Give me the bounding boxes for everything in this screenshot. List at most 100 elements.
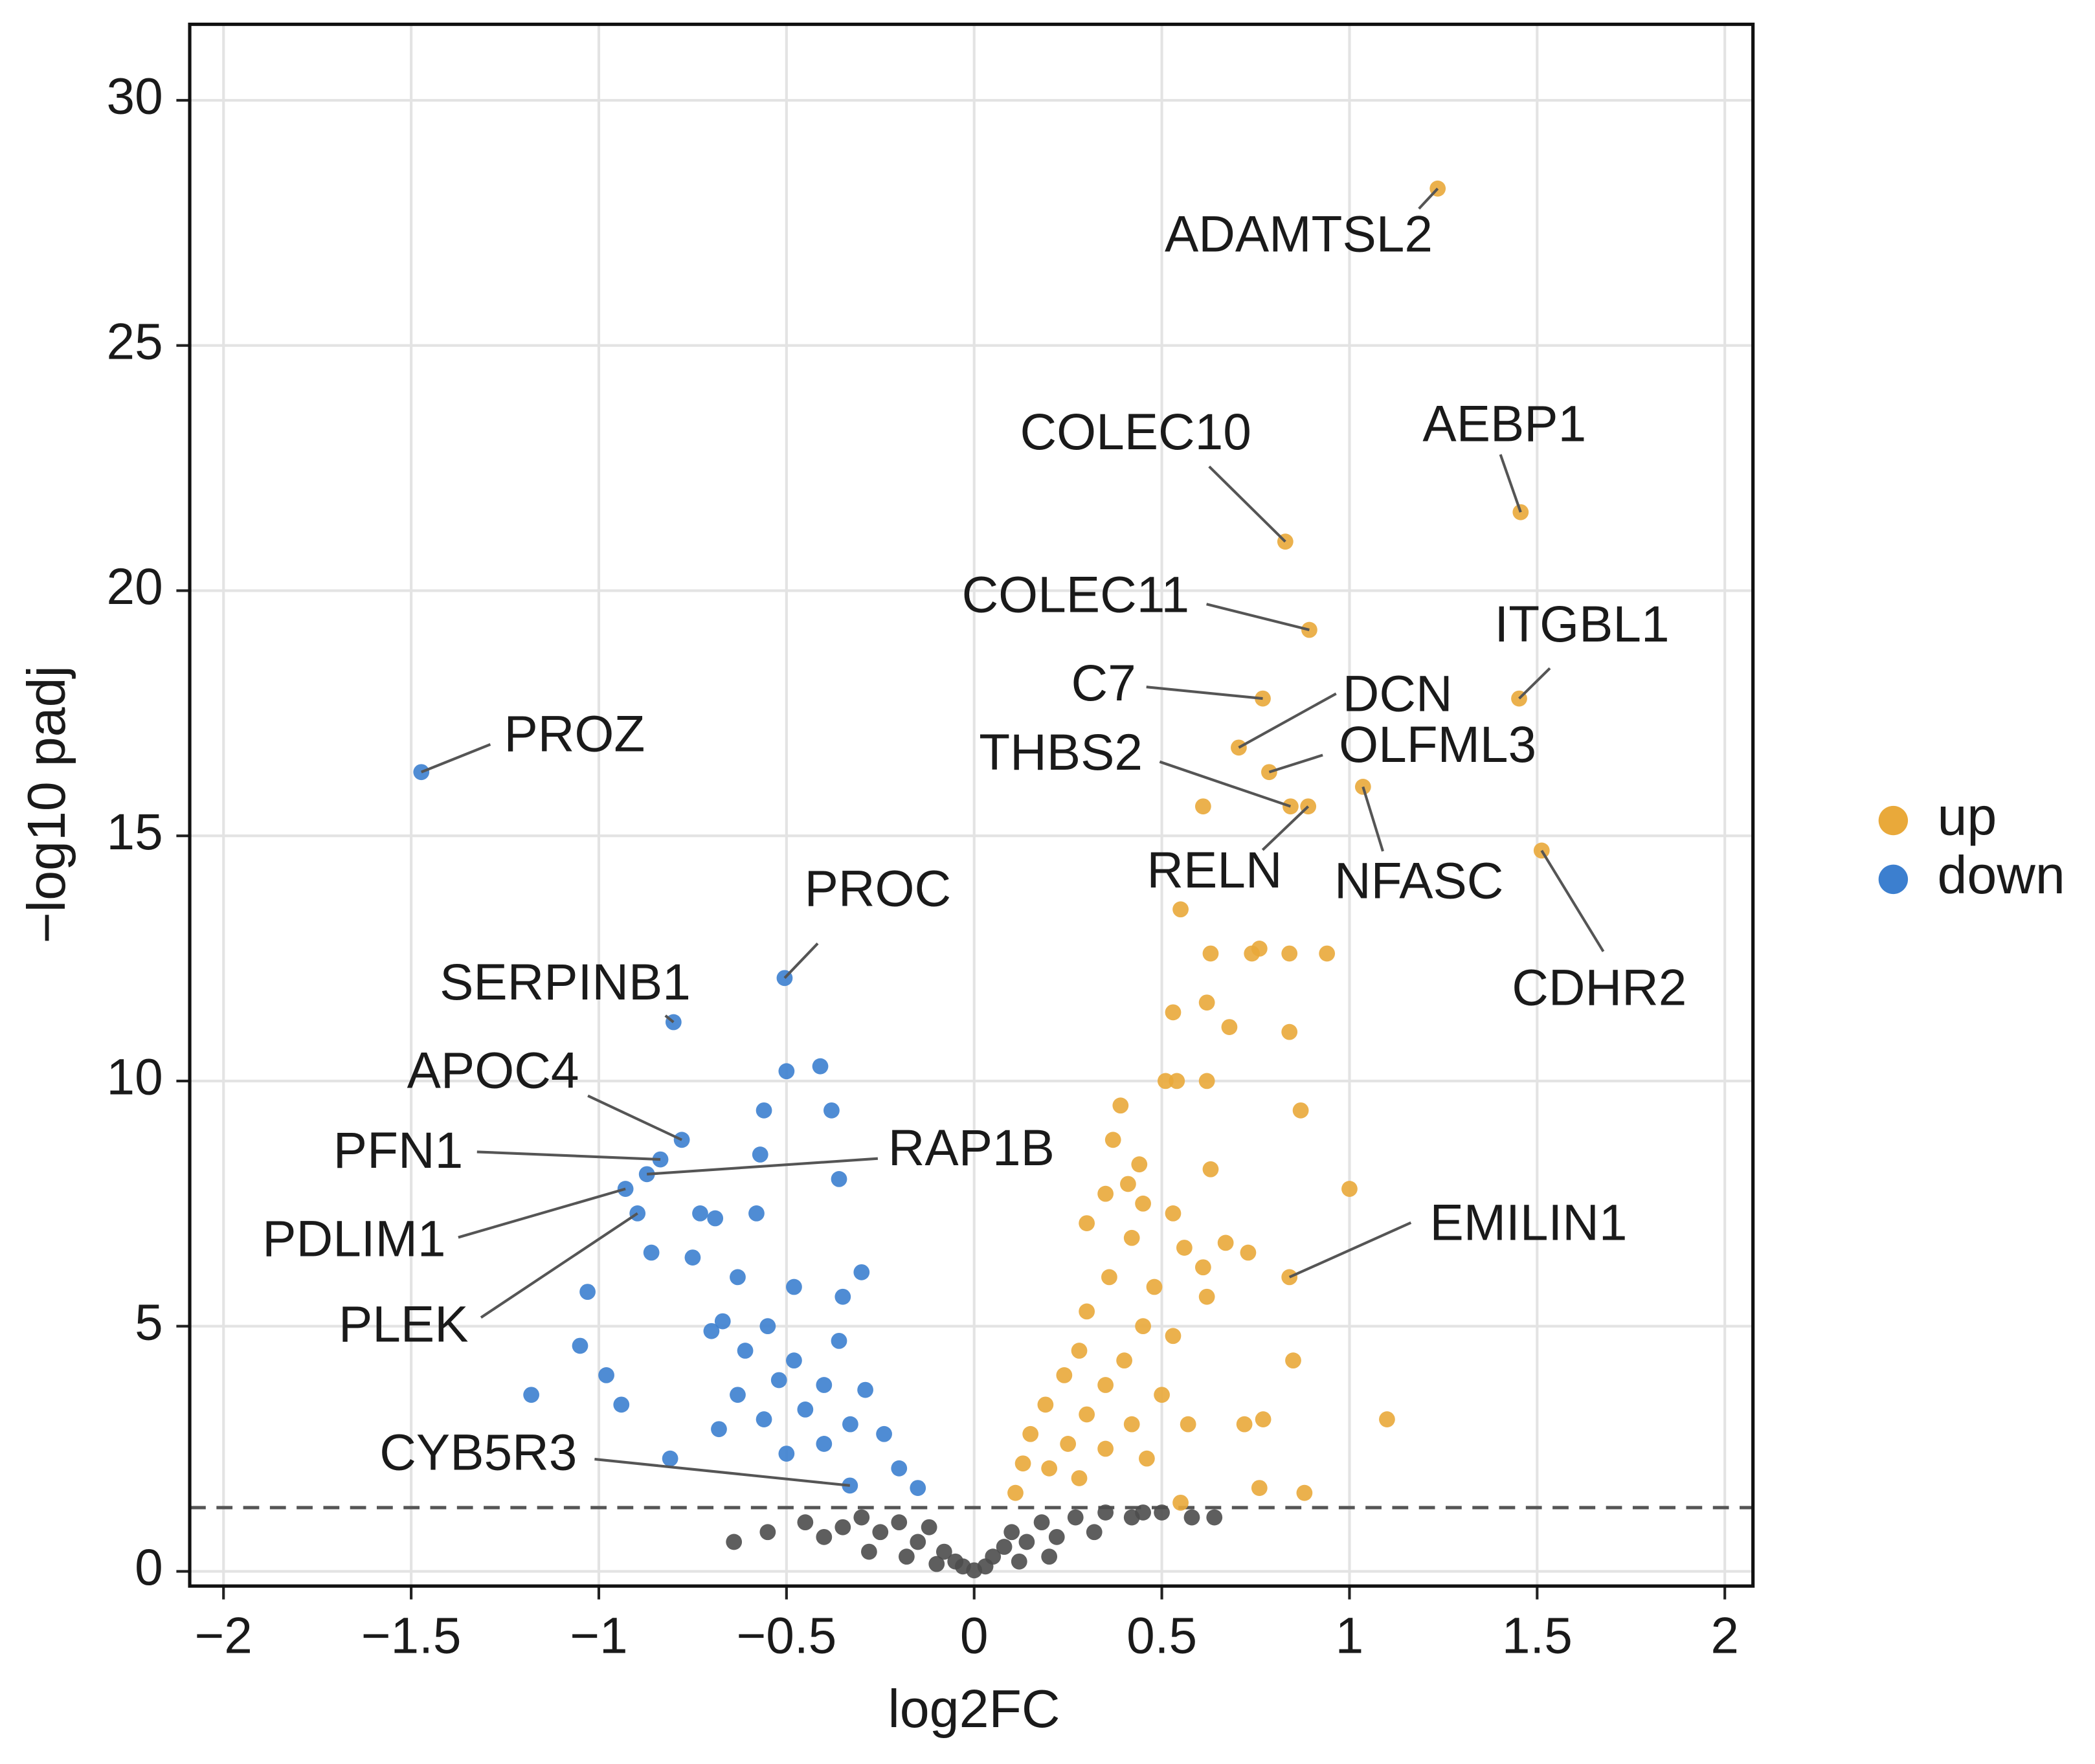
point <box>1165 1328 1182 1345</box>
point <box>752 1146 768 1163</box>
leader-line <box>1361 786 1384 852</box>
leader-line <box>458 1187 626 1239</box>
gene-label: PLEK <box>339 1296 468 1353</box>
point <box>853 1264 870 1280</box>
leader-line <box>1418 187 1439 210</box>
y-tick-label: 20 <box>107 558 163 615</box>
y-tick-label: 10 <box>107 1049 163 1106</box>
point <box>1255 1411 1272 1427</box>
point <box>643 1244 660 1261</box>
leader-line <box>587 1094 682 1141</box>
gene-label: EMILIN1 <box>1429 1194 1627 1251</box>
point <box>759 1318 776 1335</box>
point <box>1007 1484 1024 1501</box>
gene-label: DCN <box>1343 665 1453 722</box>
leader-line <box>1146 686 1263 700</box>
leader-line <box>420 743 491 774</box>
point <box>730 1269 746 1286</box>
point <box>1198 1073 1215 1089</box>
point <box>770 1372 787 1389</box>
point <box>1120 1176 1136 1192</box>
series <box>1007 180 1550 1511</box>
leader-line <box>1261 805 1310 851</box>
point <box>996 1539 1013 1555</box>
point <box>1180 1416 1196 1433</box>
point <box>1022 1425 1039 1442</box>
legend-swatch <box>1878 805 1909 836</box>
gene-label: THBS2 <box>979 724 1143 781</box>
leader-line <box>1268 754 1323 774</box>
point <box>857 1381 873 1398</box>
point <box>823 1102 840 1119</box>
point <box>812 1058 829 1075</box>
point <box>910 1534 926 1550</box>
point <box>1157 1073 1174 1089</box>
point <box>1202 1161 1219 1178</box>
point <box>662 1450 678 1467</box>
legend-label: up <box>1937 787 1997 846</box>
x-tick-label: 0.5 <box>1126 1607 1197 1664</box>
gene-label: PROC <box>805 860 952 917</box>
leader-line <box>480 1212 638 1319</box>
point <box>748 1205 765 1222</box>
gene-label: NFASC <box>1334 852 1503 909</box>
gene-label: PDLIM1 <box>262 1210 445 1267</box>
point <box>786 1278 802 1295</box>
point <box>786 1352 802 1369</box>
point <box>872 1524 889 1541</box>
point <box>1135 1195 1151 1212</box>
point <box>778 1446 795 1462</box>
point <box>1014 1455 1031 1472</box>
point <box>1003 1524 1020 1541</box>
point <box>1011 1553 1027 1570</box>
gene-label: RAP1B <box>888 1119 1055 1176</box>
point <box>1112 1097 1129 1114</box>
leader-line <box>647 1157 879 1176</box>
point <box>711 1421 727 1438</box>
gene-label: OLFML3 <box>1339 716 1536 773</box>
x-axis-title: log2FC <box>888 1679 1060 1739</box>
point <box>737 1343 754 1359</box>
leader-line <box>476 1150 661 1161</box>
point <box>1097 1440 1114 1457</box>
x-tick-label: 0 <box>960 1607 989 1664</box>
point <box>816 1436 833 1452</box>
point <box>1086 1524 1103 1541</box>
point <box>1198 994 1215 1011</box>
point <box>1071 1470 1088 1486</box>
leader-line <box>1208 465 1286 543</box>
point <box>816 1377 833 1393</box>
point <box>1176 1240 1193 1256</box>
point <box>1104 1132 1121 1148</box>
point <box>1341 1181 1358 1197</box>
point <box>1037 1396 1054 1413</box>
point <box>1221 1019 1238 1035</box>
point <box>1281 1269 1298 1286</box>
point <box>928 1556 945 1572</box>
gene-label: AEBP1 <box>1422 396 1586 452</box>
leader-line <box>1288 1221 1412 1278</box>
leader-line <box>1499 454 1522 513</box>
legend-label: down <box>1937 845 2065 905</box>
point <box>1033 1514 1050 1531</box>
point <box>572 1337 588 1354</box>
point <box>1041 1548 1058 1565</box>
leader-line <box>1238 692 1337 749</box>
point <box>673 1132 690 1148</box>
point <box>1202 945 1219 962</box>
x-tick-label: 2 <box>1710 1607 1739 1664</box>
gene-label: RELN <box>1147 842 1282 899</box>
point <box>1172 1494 1189 1511</box>
point <box>1379 1411 1395 1427</box>
y-tick-label: 25 <box>107 313 163 370</box>
leader-line <box>1518 667 1551 700</box>
leader-line <box>664 1014 675 1023</box>
gene-label: PFN1 <box>333 1122 463 1179</box>
point <box>1292 1102 1309 1119</box>
point <box>1079 1303 1095 1320</box>
point <box>1079 1406 1095 1423</box>
x-tick-label: −2 <box>195 1607 252 1664</box>
point <box>1194 798 1211 815</box>
point <box>1165 1004 1182 1021</box>
point <box>1285 1352 1301 1369</box>
